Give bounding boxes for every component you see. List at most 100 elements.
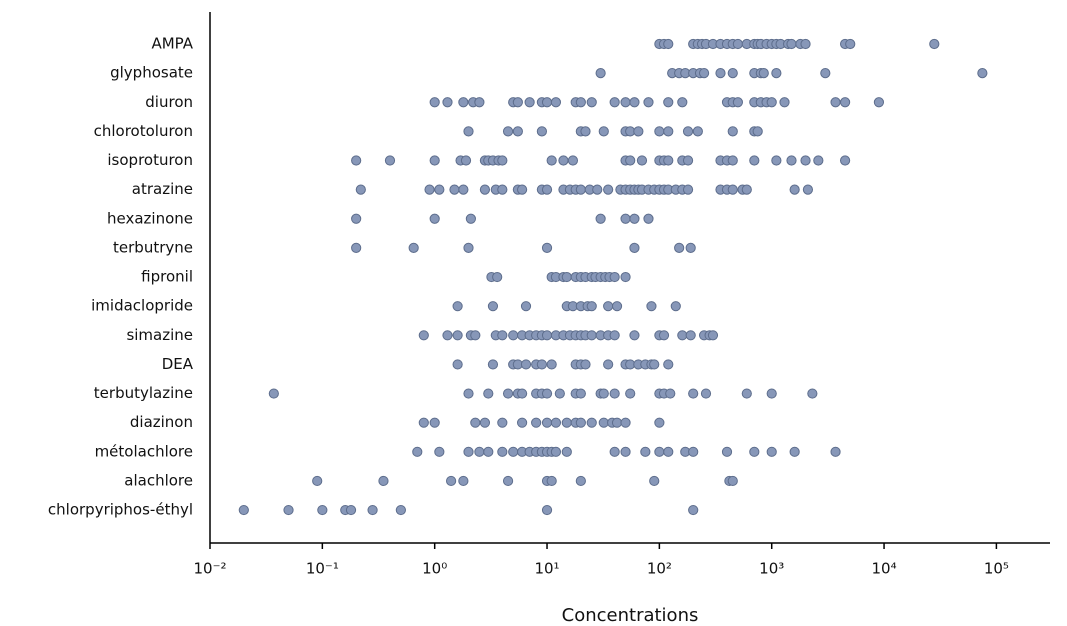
point bbox=[550, 97, 562, 108]
point bbox=[558, 155, 569, 166]
point bbox=[732, 97, 743, 108]
point bbox=[351, 242, 362, 254]
point bbox=[749, 155, 760, 166]
point bbox=[741, 184, 752, 195]
y-tick-label: chlorpyriphos-éthyl bbox=[48, 501, 193, 519]
point bbox=[688, 504, 699, 516]
point bbox=[633, 126, 644, 137]
point bbox=[807, 388, 818, 399]
point bbox=[663, 446, 674, 457]
y-tick-label: métolachlore bbox=[95, 442, 193, 460]
x-tick-label: 10² bbox=[647, 560, 672, 578]
point bbox=[715, 68, 726, 79]
point bbox=[629, 213, 640, 224]
point bbox=[550, 446, 562, 457]
point bbox=[508, 446, 519, 457]
point bbox=[721, 446, 733, 457]
x-tick-label: 10⁻² bbox=[193, 560, 226, 578]
x-tick-label: 10⁻¹ bbox=[306, 560, 339, 578]
point bbox=[663, 38, 674, 50]
y-tick-label: simazine bbox=[126, 326, 193, 344]
point bbox=[463, 446, 474, 457]
point bbox=[541, 504, 553, 516]
point bbox=[629, 330, 640, 341]
x-tick-label: 10⁰ bbox=[422, 560, 447, 578]
point bbox=[603, 301, 614, 312]
point bbox=[611, 301, 623, 312]
point bbox=[620, 271, 631, 283]
point bbox=[524, 97, 535, 108]
point bbox=[766, 97, 777, 108]
point bbox=[685, 330, 696, 341]
point bbox=[646, 301, 657, 312]
point bbox=[586, 417, 597, 428]
point bbox=[658, 330, 670, 341]
point bbox=[502, 388, 514, 399]
point bbox=[727, 126, 738, 137]
point bbox=[575, 97, 586, 108]
point bbox=[700, 388, 712, 399]
point bbox=[479, 184, 491, 195]
point bbox=[452, 330, 463, 341]
point bbox=[429, 97, 440, 108]
point bbox=[575, 388, 586, 399]
point bbox=[688, 446, 699, 457]
x-tick-label: 10¹ bbox=[534, 560, 559, 578]
point bbox=[741, 388, 752, 399]
point bbox=[727, 184, 738, 195]
point bbox=[643, 97, 654, 108]
point bbox=[429, 213, 440, 224]
point bbox=[424, 184, 435, 195]
point bbox=[378, 475, 389, 487]
point bbox=[408, 242, 419, 254]
x-tick-label: 10⁴ bbox=[872, 560, 897, 578]
point bbox=[670, 301, 681, 312]
point bbox=[586, 301, 597, 312]
point bbox=[531, 417, 542, 428]
point bbox=[546, 475, 557, 487]
point bbox=[575, 475, 586, 487]
point bbox=[677, 97, 688, 108]
point bbox=[541, 388, 553, 399]
point bbox=[766, 388, 777, 399]
x-axis-label: Concentrations bbox=[562, 605, 699, 626]
point bbox=[546, 155, 557, 166]
point bbox=[786, 38, 797, 50]
point bbox=[580, 359, 591, 370]
point bbox=[351, 155, 362, 166]
y-tick-label: terbutryne bbox=[113, 238, 193, 256]
y-tick-label: atrazine bbox=[132, 180, 193, 198]
point bbox=[465, 213, 476, 224]
point bbox=[654, 446, 665, 457]
point bbox=[395, 504, 406, 516]
point bbox=[384, 155, 396, 166]
point bbox=[442, 330, 453, 341]
point bbox=[452, 359, 463, 370]
point bbox=[317, 504, 328, 516]
point bbox=[727, 68, 738, 79]
y-tick-label: imidaclopride bbox=[91, 297, 193, 315]
point bbox=[620, 417, 631, 428]
point bbox=[463, 126, 474, 137]
point bbox=[789, 446, 800, 457]
y-tick-label: AMPA bbox=[151, 35, 193, 53]
point bbox=[561, 417, 572, 428]
point bbox=[758, 68, 769, 79]
point bbox=[771, 155, 782, 166]
point bbox=[598, 417, 609, 428]
point bbox=[663, 359, 674, 370]
point bbox=[625, 388, 636, 399]
point bbox=[541, 97, 553, 108]
point bbox=[929, 38, 940, 50]
point bbox=[452, 301, 463, 312]
point bbox=[512, 97, 523, 108]
point bbox=[649, 359, 660, 370]
point bbox=[663, 155, 674, 166]
y-tick-label: diazinon bbox=[130, 413, 193, 431]
point bbox=[586, 97, 597, 108]
point bbox=[497, 184, 508, 195]
point bbox=[839, 155, 851, 166]
point bbox=[603, 184, 614, 195]
point bbox=[463, 388, 474, 399]
point bbox=[830, 446, 841, 457]
